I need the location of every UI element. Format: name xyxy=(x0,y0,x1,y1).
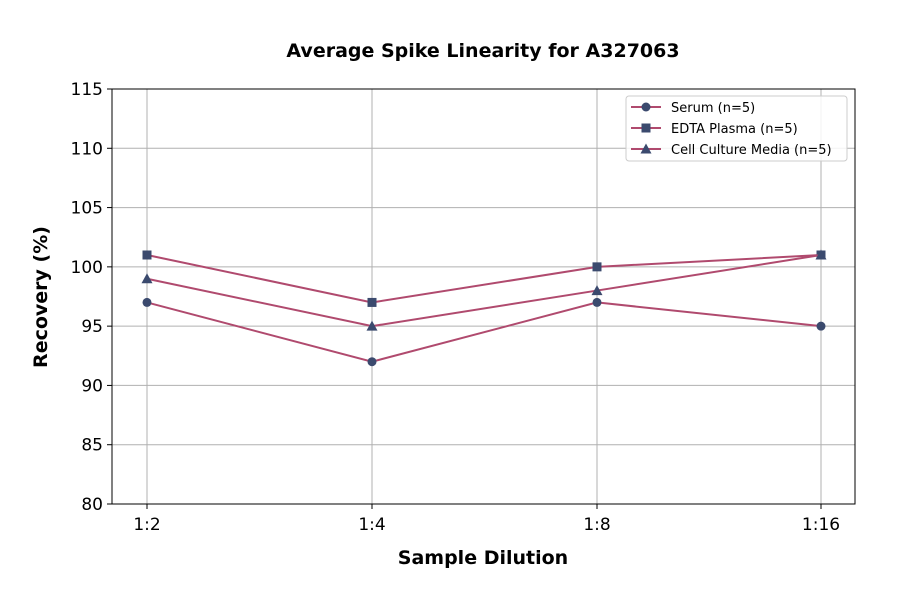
series-line xyxy=(146,254,822,304)
series-line xyxy=(146,301,822,363)
data-point xyxy=(142,250,152,260)
data-point xyxy=(815,249,827,260)
data-point xyxy=(592,262,602,272)
data-point xyxy=(142,297,152,307)
x-tick-label: 1:16 xyxy=(802,515,840,535)
series-2 xyxy=(141,249,827,331)
series-line xyxy=(146,254,822,328)
legend-box xyxy=(625,95,848,162)
y-tick-label: 90 xyxy=(81,376,103,396)
legend-label: EDTA Plasma (n=5) xyxy=(671,122,798,137)
x-axis-label: Sample Dilution xyxy=(398,547,568,569)
legend-marker xyxy=(641,102,651,112)
y-tick-label: 80 xyxy=(81,495,103,515)
y-tick-label: 110 xyxy=(71,139,103,159)
legend-label: Cell Culture Media (n=5) xyxy=(671,143,832,158)
data-point xyxy=(591,285,603,296)
data-point xyxy=(367,297,377,307)
data-point xyxy=(816,321,826,331)
legend: Serum (n=5) EDTA Plasma (n=5) Cell Culture… xyxy=(625,95,848,162)
y-tick-label: 105 xyxy=(71,199,103,219)
y-tick-label: 85 xyxy=(81,436,103,456)
y-tick-label: 95 xyxy=(81,317,103,337)
legend-marker xyxy=(640,143,652,154)
x-tick-label: 1:8 xyxy=(583,515,610,535)
data-point xyxy=(366,320,378,331)
data-point xyxy=(367,357,377,367)
data-point xyxy=(592,297,602,307)
data-point xyxy=(141,273,153,284)
y-axis-label: Recovery (%) xyxy=(30,226,52,368)
chart-title: Average Spike Linearity for A327063 xyxy=(286,40,679,62)
plot-frame xyxy=(111,88,856,505)
legend-marker xyxy=(641,123,651,133)
x-tick-label: 1:4 xyxy=(358,515,385,535)
y-tick-label: 115 xyxy=(71,80,103,100)
y-tick-label: 100 xyxy=(71,258,103,278)
legend-label: Serum (n=5) xyxy=(671,101,755,116)
x-tick-label: 1:2 xyxy=(133,515,160,535)
series-0 xyxy=(142,297,826,367)
